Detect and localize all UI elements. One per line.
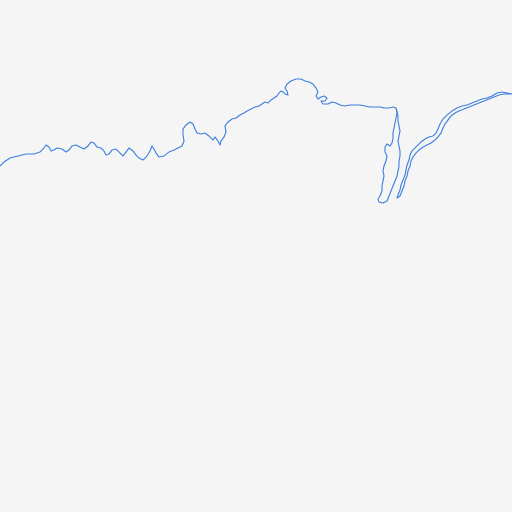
west-peninsula-coastline xyxy=(377,107,401,204)
east-peninsula-coastline xyxy=(396,91,512,199)
main-coastline xyxy=(0,78,397,167)
